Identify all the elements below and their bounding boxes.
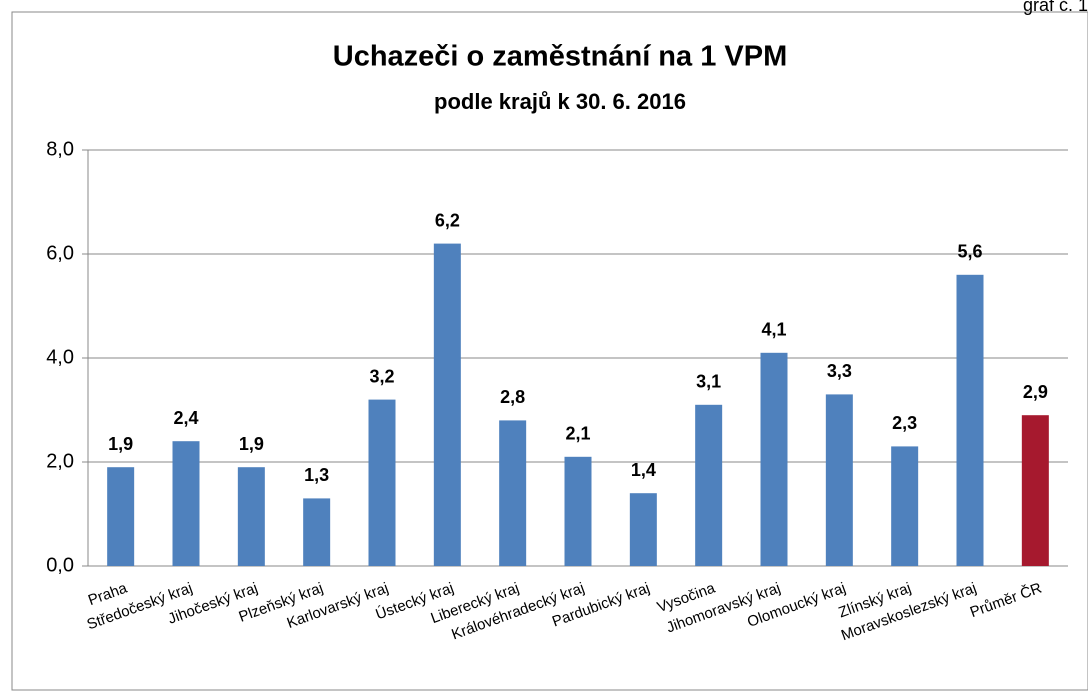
bar [237, 467, 265, 566]
chart-subtitle: podle krajů k 30. 6. 2016 [434, 89, 686, 114]
data-label: 3,3 [827, 361, 852, 381]
chart-title: Uchazeči o zaměstnání na 1 VPM [333, 41, 787, 73]
bar [891, 446, 919, 566]
bar [825, 394, 853, 566]
y-tick-label: 0,0 [46, 554, 74, 576]
y-tick-label: 4,0 [46, 346, 74, 368]
chart-border [11, 11, 1088, 691]
data-label: 2,8 [500, 387, 525, 407]
bar [564, 456, 592, 566]
bar [760, 352, 788, 566]
data-label: 4,1 [761, 320, 786, 340]
bar [499, 420, 527, 566]
bar [1021, 415, 1049, 566]
bar [368, 399, 396, 566]
bar [433, 243, 461, 566]
bar [172, 441, 200, 566]
data-label: 2,9 [1023, 382, 1048, 402]
data-label: 3,2 [369, 366, 394, 386]
bar [629, 493, 657, 566]
data-label: 6,2 [435, 210, 460, 230]
data-label: 1,3 [304, 465, 329, 485]
data-label: 1,9 [239, 434, 264, 454]
data-label: 2,3 [892, 413, 917, 433]
data-label: 1,9 [108, 434, 133, 454]
y-tick-label: 6,0 [46, 242, 74, 264]
bar [695, 404, 723, 566]
data-label: 1,4 [631, 460, 656, 480]
data-label: 3,1 [696, 372, 721, 392]
data-label: 2,1 [565, 424, 590, 444]
bar [956, 274, 984, 566]
bar [303, 498, 331, 566]
corner-note: graf č. 1 [1023, 0, 1088, 15]
data-label: 5,6 [957, 242, 982, 262]
data-label: 2,4 [173, 408, 198, 428]
bar [107, 467, 135, 566]
y-tick-label: 8,0 [46, 138, 74, 160]
y-tick-label: 2,0 [46, 450, 74, 472]
